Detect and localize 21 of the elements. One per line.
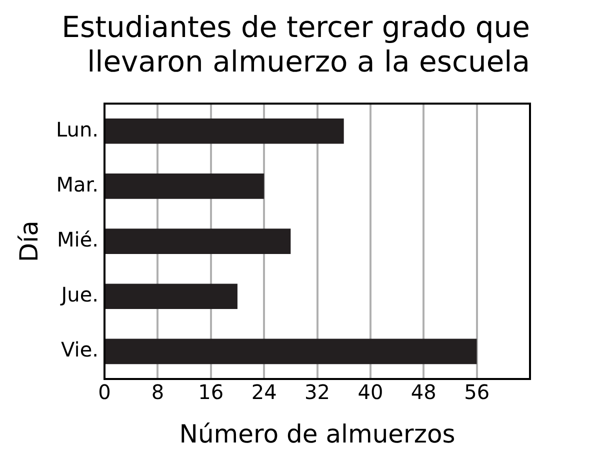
bar xyxy=(106,338,477,364)
x-tick-label: 40 xyxy=(358,380,384,404)
y-tick-label: Mié. xyxy=(57,228,98,252)
y-tick-label: Lun. xyxy=(56,117,98,142)
y-tick-label: Mar. xyxy=(56,172,98,196)
x-tick-label: 0 xyxy=(98,380,111,404)
x-tick-label: 32 xyxy=(304,380,330,404)
x-tick-label: 24 xyxy=(251,380,277,404)
bar xyxy=(106,284,238,310)
y-tick-label: Vie. xyxy=(61,338,98,362)
bar xyxy=(106,174,264,199)
x-tick-label: 16 xyxy=(198,380,224,404)
y-axis-title: Día xyxy=(14,220,44,262)
y-tick-label: Jue. xyxy=(59,282,98,307)
x-tick-label: 48 xyxy=(410,380,436,404)
x-axis-title: Número de almuerzos xyxy=(179,420,456,448)
x-tick-label: 56 xyxy=(464,380,490,404)
x-tick-label: 8 xyxy=(151,380,164,404)
chart-title: Estudiantes de tercer grado que llevaron almuerzo a la escuela xyxy=(62,10,530,79)
bar xyxy=(106,228,291,254)
bar xyxy=(106,118,344,144)
